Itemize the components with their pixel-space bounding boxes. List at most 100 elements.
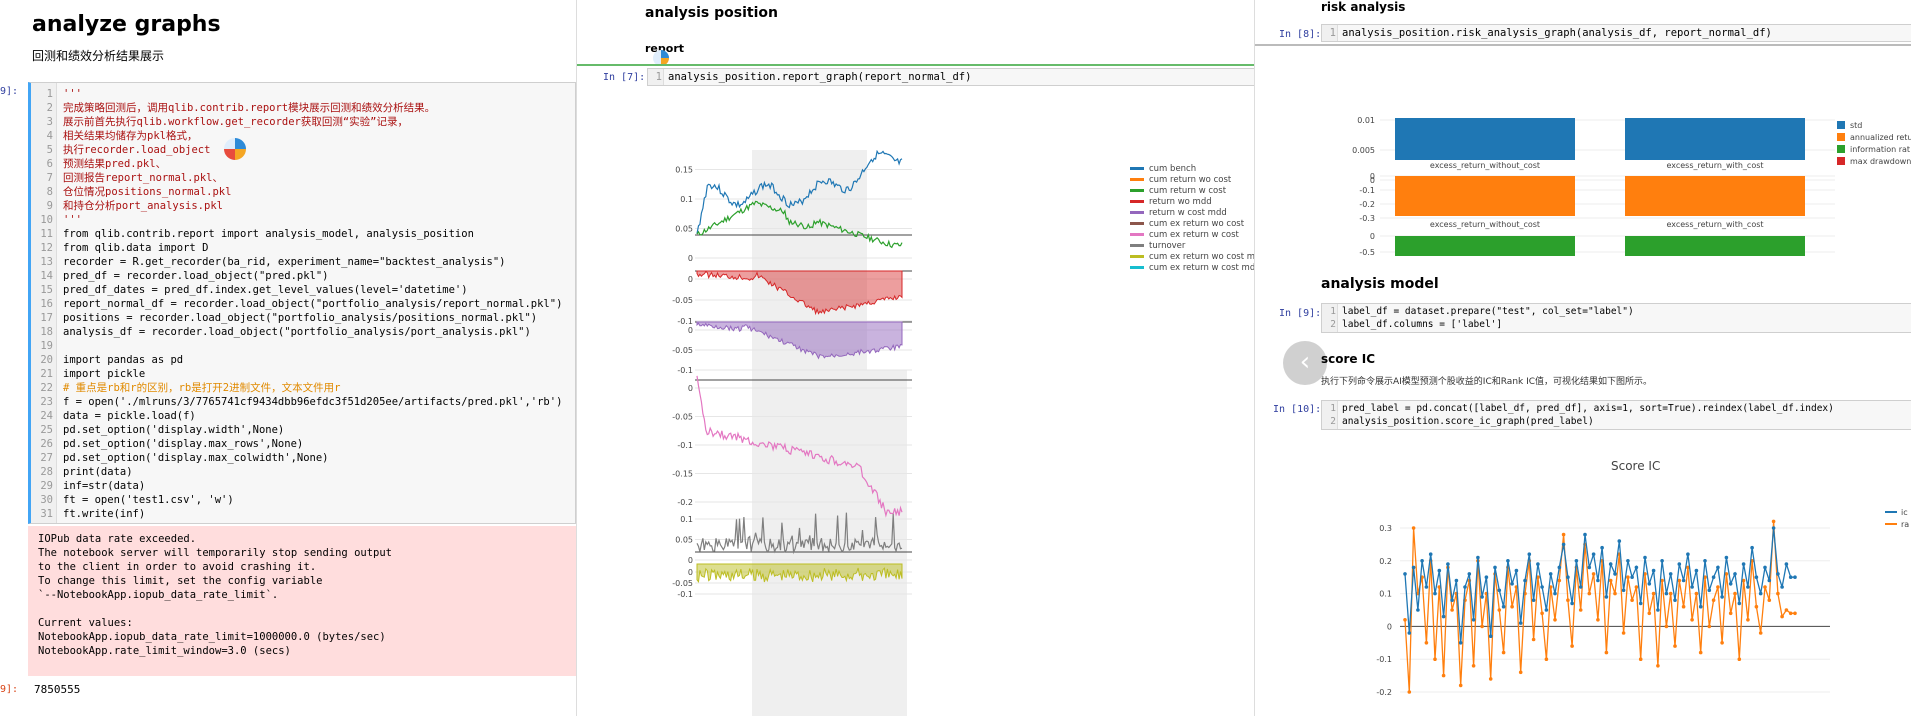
data-point — [1527, 552, 1532, 556]
code-text: 展示前首先执行qlib.workflow.get_recorder获取回测“实验… — [63, 116, 409, 128]
score-ic-description: 执行下列命令展示AI模型预测个股收益的IC和Rank IC值，可视化结果如下图所… — [1321, 377, 1653, 387]
data-point — [1771, 519, 1776, 524]
data-point — [1698, 604, 1703, 609]
data-point — [1776, 572, 1780, 576]
data-point — [1664, 591, 1669, 596]
legend-swatch — [1130, 266, 1144, 269]
data-point — [1656, 664, 1660, 668]
data-point — [1420, 559, 1424, 563]
data-point — [1471, 618, 1476, 622]
legend-item[interactable]: return w cost mdd — [1130, 208, 1227, 218]
data-point — [1467, 572, 1472, 576]
cell-prompt: In [7]: — [603, 72, 646, 83]
y-tick-label: -0.2 — [677, 498, 693, 507]
code-line: 1 ''' — [31, 87, 82, 101]
data-point — [1728, 582, 1733, 586]
legend-item[interactable]: cum ex return w cost mdd — [1130, 263, 1254, 273]
legend-item[interactable]: annualized retu — [1837, 133, 1911, 142]
data-point — [1510, 604, 1514, 609]
code-text: inf=str(data) — [63, 480, 146, 492]
data-point — [1561, 532, 1566, 537]
data-point — [1660, 559, 1664, 563]
data-point — [1741, 562, 1746, 566]
x-tick-label: excess_return_with_cost — [1666, 161, 1763, 170]
legend-item[interactable]: cum return w cost — [1130, 186, 1226, 196]
data-point — [1587, 565, 1592, 570]
data-point — [1746, 618, 1750, 622]
code-line: label_df.columns = ['label'] — [1342, 319, 1503, 330]
code-line: 16 report_normal_df = recorder.load_objec… — [31, 297, 562, 311]
data-point — [1437, 568, 1442, 573]
data-point — [1497, 588, 1502, 593]
data-point — [1531, 598, 1536, 602]
line-number: 2 — [46, 102, 53, 114]
legend-item[interactable]: cum ex return wo cost — [1130, 219, 1244, 229]
data-point — [1553, 618, 1557, 622]
line-number: 7 — [46, 172, 53, 184]
data-point — [1518, 621, 1523, 625]
code-text: 完成策略回测后，调用qlib.contrib.report模块展示回测和绩效分析… — [63, 102, 436, 114]
data-point — [1758, 631, 1763, 635]
data-point — [1664, 624, 1669, 629]
data-point — [1441, 614, 1446, 619]
code-line: 29 inf=str(data) — [31, 479, 145, 493]
data-point — [1750, 545, 1754, 550]
carousel-prev-button[interactable]: ‹ — [1283, 341, 1327, 385]
legend-item[interactable]: std — [1837, 121, 1862, 130]
legend-label: turnover — [1149, 241, 1186, 251]
data-point — [1540, 585, 1544, 589]
y-tick-label: -0.2 — [1376, 688, 1392, 697]
legend-item[interactable]: ic — [1885, 508, 1908, 517]
legend-item[interactable]: cum ex return w cost — [1130, 230, 1239, 240]
data-point — [1694, 568, 1699, 573]
legend-item[interactable]: cum bench — [1130, 164, 1196, 174]
data-point — [1638, 601, 1643, 606]
series-ra — [1404, 521, 1795, 693]
data-point — [1758, 591, 1763, 596]
y-tick-label: -0.05 — [672, 296, 693, 305]
data-point — [1518, 670, 1523, 675]
code-text: pd.set_option('display.width',None) — [63, 424, 285, 436]
legend-item[interactable]: return wo mdd — [1130, 197, 1212, 207]
legend-item[interactable]: cum return wo cost — [1130, 175, 1231, 185]
legend-item[interactable]: turnover — [1130, 241, 1185, 251]
data-point — [1668, 591, 1673, 596]
y-tick-label: -0.1 — [677, 590, 693, 599]
code-cell[interactable]: 1 ''' 2 完成策略回测后，调用qlib.contrib.report模块展示回测… — [28, 82, 576, 524]
data-point — [1681, 604, 1686, 609]
y-tick-label: -0.05 — [672, 579, 693, 588]
code-cell[interactable]: 1 label_df = dataset.prepare("test", col_… — [1321, 303, 1911, 333]
legend-item[interactable]: cum ex return wo cost mdd — [1130, 252, 1254, 262]
code-line: 13 recorder = R.get_recorder(ba_rid, expe… — [31, 255, 505, 269]
data-point — [1741, 578, 1746, 583]
y-tick-label: 0.05 — [675, 536, 693, 545]
data-point — [1578, 585, 1583, 589]
data-point — [1793, 611, 1797, 616]
data-point — [1647, 582, 1652, 586]
legend-item[interactable]: information rat — [1837, 145, 1910, 154]
data-point — [1737, 601, 1742, 606]
data-point — [1604, 650, 1609, 655]
legend-swatch — [1130, 178, 1144, 181]
series-cum-ex-return-w-cost — [696, 375, 903, 518]
data-point — [1711, 575, 1716, 579]
data-point — [1583, 532, 1587, 537]
code-cell[interactable]: 1 analysis_position.report_graph(report_n… — [647, 68, 1254, 86]
series-turnover — [696, 512, 903, 555]
code-line: 14 pred_df = recorder.load_object("pred.p… — [31, 269, 328, 283]
y-tick-label: -0.1 — [677, 317, 693, 326]
code-line: 2 完成策略回测后，调用qlib.contrib.report模块展示回测和绩效分… — [31, 101, 435, 115]
code-cell[interactable]: 1 pred_label = pd.concat([label_df, pred_… — [1321, 400, 1911, 430]
legend-item[interactable]: max drawdown — [1837, 157, 1911, 166]
data-point — [1523, 578, 1527, 583]
data-point — [1446, 562, 1450, 566]
line-number: 8 — [46, 186, 53, 198]
y-tick-label: -0.15 — [672, 470, 693, 479]
bar-std — [1625, 118, 1805, 160]
data-point — [1570, 601, 1574, 606]
legend-item[interactable]: ra — [1885, 520, 1909, 529]
data-point — [1591, 552, 1596, 556]
code-cell[interactable]: 1 analysis_position.risk_analysis_graph(a… — [1321, 24, 1911, 42]
y-tick-label: 0 — [688, 384, 693, 393]
legend-swatch — [1837, 133, 1845, 141]
